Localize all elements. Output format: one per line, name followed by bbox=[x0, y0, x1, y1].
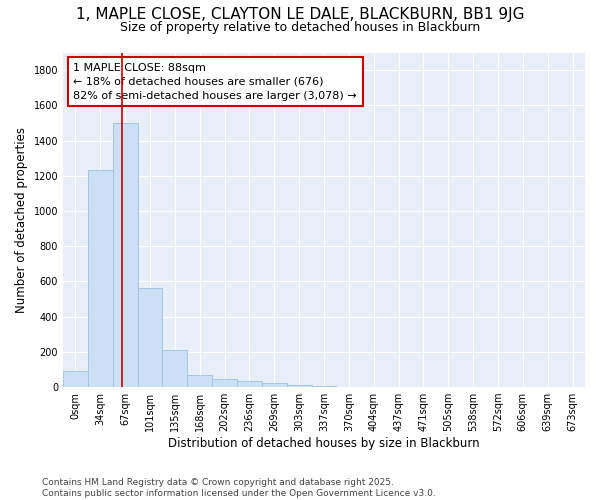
Text: Contains HM Land Registry data © Crown copyright and database right 2025.
Contai: Contains HM Land Registry data © Crown c… bbox=[42, 478, 436, 498]
X-axis label: Distribution of detached houses by size in Blackburn: Distribution of detached houses by size … bbox=[168, 437, 480, 450]
Bar bbox=[88, 170, 113, 387]
Bar bbox=[163, 350, 187, 387]
Text: 1, MAPLE CLOSE, CLAYTON LE DALE, BLACKBURN, BB1 9JG: 1, MAPLE CLOSE, CLAYTON LE DALE, BLACKBU… bbox=[76, 8, 524, 22]
Bar bbox=[63, 371, 88, 387]
Y-axis label: Number of detached properties: Number of detached properties bbox=[15, 127, 28, 313]
Bar bbox=[137, 288, 163, 387]
Bar bbox=[212, 378, 237, 387]
Text: 1 MAPLE CLOSE: 88sqm
← 18% of detached houses are smaller (676)
82% of semi-deta: 1 MAPLE CLOSE: 88sqm ← 18% of detached h… bbox=[73, 62, 357, 100]
Text: Size of property relative to detached houses in Blackburn: Size of property relative to detached ho… bbox=[120, 21, 480, 34]
Bar bbox=[237, 381, 262, 387]
Bar bbox=[187, 375, 212, 387]
Bar bbox=[262, 383, 287, 387]
Bar bbox=[311, 386, 337, 387]
Bar bbox=[113, 123, 137, 387]
Bar bbox=[287, 385, 311, 387]
